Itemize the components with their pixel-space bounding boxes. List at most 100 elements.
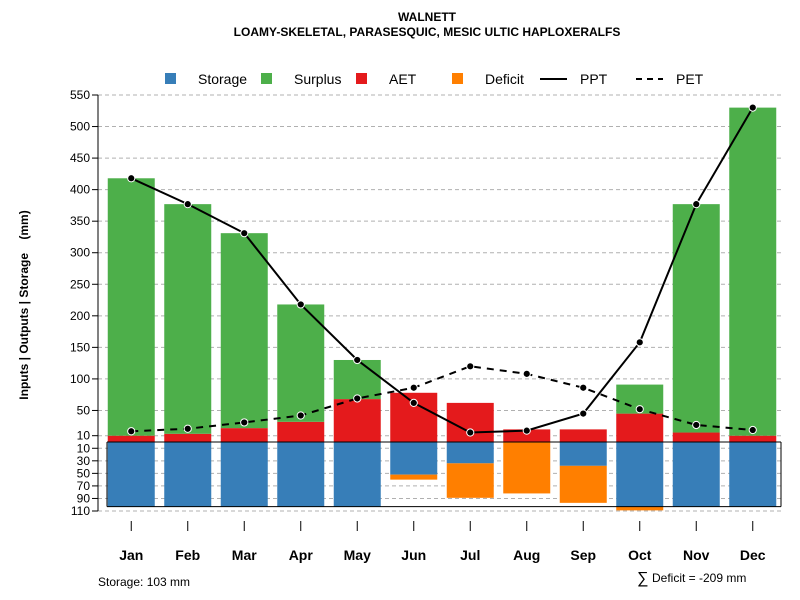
legend-swatch-storage xyxy=(165,73,176,84)
x-tick-label: Aug xyxy=(513,547,540,563)
x-tick-label: Sep xyxy=(570,547,596,563)
ppt-line-point xyxy=(522,426,531,435)
bar-surplus xyxy=(220,233,268,429)
bar-storage xyxy=(164,442,212,507)
y-tick-label: 450 xyxy=(70,151,90,165)
bars xyxy=(106,107,782,511)
bar-storage xyxy=(333,442,381,507)
ppt-line-point xyxy=(692,200,701,209)
legend-swatch-surplus xyxy=(261,73,272,84)
pet-line-point xyxy=(240,418,249,427)
pet-line-point xyxy=(579,383,588,392)
x-tick-label: Apr xyxy=(289,547,314,563)
y-tick-label: 150 xyxy=(70,340,90,354)
y-tick-label: 400 xyxy=(70,183,90,197)
bar-aet xyxy=(333,399,381,442)
legend-label-pet: PET xyxy=(676,71,704,87)
bar-storage xyxy=(107,442,155,507)
bar-deficit xyxy=(390,474,438,480)
bar-aet xyxy=(503,429,551,442)
pet-line-point xyxy=(522,369,531,378)
x-tick-label: Jul xyxy=(460,547,480,563)
bar-deficit xyxy=(616,506,664,511)
y-tick-label: 100 xyxy=(70,372,90,386)
ppt-line-point xyxy=(635,338,644,347)
bar-surplus xyxy=(333,359,381,400)
pet-line-point xyxy=(692,420,701,430)
y-tick-label: 70 xyxy=(77,479,91,493)
y-tick-label: 300 xyxy=(70,246,90,260)
pet-line-point xyxy=(409,383,418,392)
bar-aet xyxy=(220,428,268,442)
bar-storage xyxy=(729,442,777,507)
y-axis-label: Inputs | Outputs | Storage (mm) xyxy=(17,210,31,399)
legend-label-storage: Storage xyxy=(198,71,247,87)
y-tick-label: 350 xyxy=(70,214,90,228)
pet-line-point xyxy=(127,427,136,436)
bar-storage xyxy=(277,442,325,507)
bar-surplus xyxy=(107,178,155,436)
ppt-line-point xyxy=(127,174,136,183)
ppt-line-point xyxy=(183,200,192,209)
x-tick-label: Dec xyxy=(740,547,766,563)
x-tick-label: May xyxy=(344,547,371,563)
pet-line-point xyxy=(353,394,362,403)
x-tick-label: Jan xyxy=(119,547,143,563)
x-tick-label: Nov xyxy=(683,547,710,563)
pet-line-point xyxy=(466,362,475,371)
legend-swatch-aet xyxy=(356,73,367,84)
bar-aet xyxy=(164,433,212,442)
y-tick-label: 50 xyxy=(77,403,91,417)
legend-label-deficit: Deficit xyxy=(485,71,524,87)
y-tick-label: 250 xyxy=(70,277,90,291)
bar-deficit xyxy=(446,463,494,498)
chart-subtitle: LOAMY-SKELETAL, PARASESQUIC, MESIC ULTIC… xyxy=(234,25,621,39)
y-tick-label: 10 xyxy=(77,441,91,455)
y-tick-label: 30 xyxy=(77,454,91,468)
pet-line xyxy=(131,365,753,433)
ppt-line-point xyxy=(240,229,249,238)
ppt-line-point xyxy=(466,428,475,437)
series-lines xyxy=(127,103,757,437)
bar-storage xyxy=(672,442,720,507)
legend-label-aet: AET xyxy=(389,71,417,87)
ppt-line-point xyxy=(353,355,362,365)
y-tick-label: 550 xyxy=(70,88,90,102)
bar-aet xyxy=(672,432,720,442)
y-tick-label: 110 xyxy=(71,504,90,518)
bar-storage xyxy=(559,442,607,466)
x-axis: Jan Feb Mar Apr May Jun Jul Aug Sep Oct Nov Dec xyxy=(119,521,766,563)
y-tick-label: 50 xyxy=(77,466,91,480)
bar-storage xyxy=(616,442,664,507)
bar-storage xyxy=(220,442,268,507)
ppt-line-point xyxy=(296,300,305,309)
deficit-summary: Deficit = -209 mm xyxy=(652,571,746,585)
bar-surplus xyxy=(164,204,212,434)
pet-line-point xyxy=(296,411,305,420)
ppt-line-point xyxy=(409,398,418,407)
bar-aet xyxy=(107,435,155,442)
bar-aet xyxy=(559,429,607,442)
legend: Storage Surplus AET Deficit PPT PET xyxy=(165,71,704,87)
bar-storage xyxy=(390,442,438,475)
ppt-line xyxy=(130,107,754,434)
pet-line-point xyxy=(635,405,644,414)
chart-title: WALNETT xyxy=(398,10,457,24)
legend-label-ppt: PPT xyxy=(580,71,608,87)
deficit-sum-symbol: ∑ xyxy=(637,570,648,587)
storage-summary: Storage: 103 mm xyxy=(98,575,190,589)
pet-line-point xyxy=(748,425,757,435)
pet-line-point xyxy=(183,424,192,433)
y-tick-label: 200 xyxy=(70,309,90,323)
ppt-line-point xyxy=(579,409,588,418)
bar-deficit xyxy=(559,465,607,503)
legend-swatch-deficit xyxy=(452,73,463,84)
bar-surplus xyxy=(277,304,325,422)
x-tick-label: Feb xyxy=(175,547,200,563)
x-tick-label: Mar xyxy=(232,547,257,563)
y-tick-label: 90 xyxy=(77,491,91,505)
x-tick-label: Oct xyxy=(628,547,652,563)
bar-aet xyxy=(729,435,777,442)
legend-label-surplus: Surplus xyxy=(294,71,341,87)
